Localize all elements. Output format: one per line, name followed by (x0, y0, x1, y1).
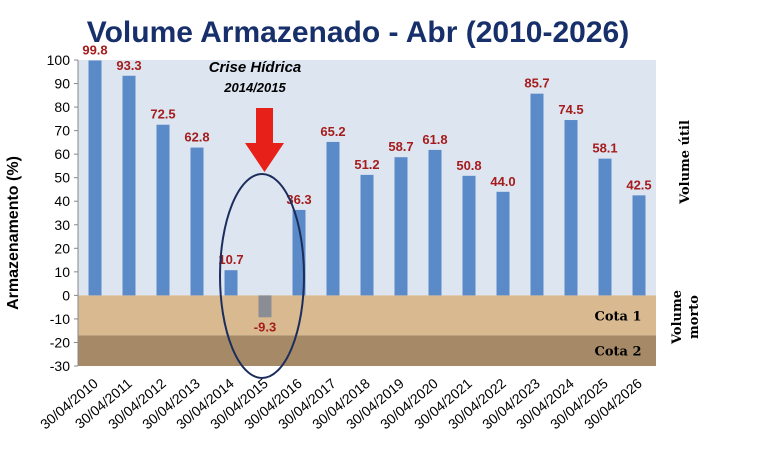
bar (258, 295, 272, 318)
data-label: 10.7 (218, 252, 243, 267)
bar (190, 147, 204, 296)
y-tick-label: 20 (54, 240, 70, 256)
data-label: 99.8 (82, 42, 107, 57)
bar (394, 157, 408, 296)
y-tick-label: 50 (54, 170, 70, 186)
bar (530, 93, 544, 296)
data-label: 65.2 (320, 124, 345, 139)
y-tick-label: 90 (54, 76, 70, 92)
cota-1-label: Cota 1 (594, 309, 641, 324)
side-labels: Volume útil Volume morto (670, 120, 702, 345)
bar (632, 195, 646, 296)
annotation: Crise Hídrica 2014/2015 (209, 59, 305, 379)
y-tick-label: 70 (54, 123, 70, 139)
useful-volume-label: Volume útil (678, 120, 693, 205)
bar (496, 191, 510, 296)
cota-2-region (78, 335, 656, 366)
y-tick-label: 40 (54, 193, 70, 209)
data-labels: 99.8 93.3 72.5 62.8 10.7 -9.3 36.3 65.2 51.2 58.7… (82, 42, 651, 334)
bar (88, 60, 102, 296)
data-label: 62.8 (184, 130, 209, 145)
data-label: 58.7 (388, 139, 413, 154)
y-tick-label: 60 (54, 146, 70, 162)
data-label: 58.1 (592, 141, 617, 156)
y-tick-label: 100 (47, 52, 71, 68)
dead-volume-label-line1: Volume (670, 290, 685, 345)
y-tick-label: -10 (50, 311, 70, 327)
dead-volume-label-line2: morto (687, 295, 702, 339)
annotation-period: 2014/2015 (223, 80, 286, 95)
band-labels: Cota 1 Cota 2 (594, 309, 641, 359)
y-tick-label: 30 (54, 217, 70, 233)
bar (564, 120, 578, 296)
data-label: 61.8 (422, 132, 447, 147)
axes: 1009080706050403020100-10-20-3030/04/201… (37, 52, 645, 432)
y-axis-label: Armazenamento (%) (5, 156, 22, 310)
y-tick-label: 0 (62, 287, 70, 303)
cota-1-region (78, 295, 656, 336)
data-label: 42.5 (626, 177, 651, 192)
bar (598, 158, 612, 296)
y-tick-label: -20 (50, 334, 70, 350)
bars (88, 60, 646, 318)
crisis-highlight-ellipse (219, 173, 305, 379)
bar (224, 270, 238, 296)
data-label: 74.5 (558, 102, 583, 117)
bar (428, 149, 442, 296)
data-label: 44.0 (490, 174, 515, 189)
bar (462, 175, 476, 296)
bar (156, 124, 170, 296)
data-label: 51.2 (354, 157, 379, 172)
bar (292, 209, 306, 296)
data-label: 85.7 (524, 76, 549, 91)
data-label: 36.3 (286, 192, 311, 207)
data-label: 93.3 (116, 58, 141, 73)
crisis-arrow (245, 108, 284, 172)
bar (326, 141, 340, 296)
bar (122, 75, 136, 296)
cota-2-label: Cota 2 (594, 345, 641, 360)
data-label: 50.8 (456, 158, 481, 173)
annotation-title: Crise Hídrica (209, 59, 302, 76)
data-label: -9.3 (254, 319, 276, 334)
y-tick-label: 10 (54, 264, 70, 280)
bar (360, 174, 374, 296)
chart-title: Volume Armazenado - Abr (2010-2026) (87, 16, 629, 49)
data-label: 72.5 (150, 107, 175, 122)
y-tick-label: 80 (54, 99, 70, 115)
y-tick-label: -30 (50, 358, 70, 374)
